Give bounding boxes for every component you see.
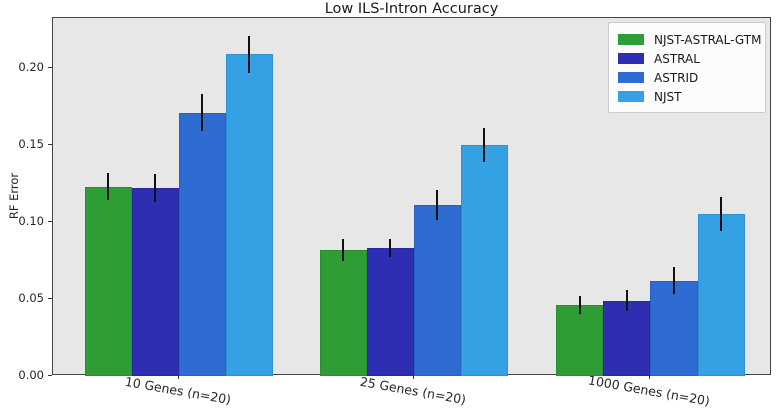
bar [84,186,132,376]
legend-item: NJST-ASTRAL-GTM [618,30,761,49]
bar [413,205,461,376]
y-axis-label: RF Error [7,172,21,220]
y-tick-label: 0.10 [18,214,44,229]
y-tick-label: 0.15 [18,137,44,152]
bar [131,188,179,376]
bar [603,300,651,376]
x-tick-mark [649,375,651,379]
legend-swatch [618,34,644,45]
bar [178,112,226,376]
chart-title: Low ILS-Intron Accuracy [324,1,499,17]
bar [366,248,414,376]
legend-swatch [618,91,644,102]
legend-label: NJST [654,89,682,104]
y-tick-label: 0.20 [18,60,44,75]
bar [556,305,604,376]
error-bar [625,289,628,312]
bar [460,145,508,376]
y-tick-mark [48,67,52,69]
error-bar [483,128,486,162]
y-tick-mark [48,221,52,223]
error-bar [578,295,581,315]
error-bar [436,189,439,221]
bar [225,54,273,376]
error-bar [720,197,723,232]
y-tick-mark [48,298,52,299]
error-bar [154,174,157,202]
legend-item: ASTRID [618,68,756,87]
y-tick-label: 0.05 [18,291,44,305]
legend-label: ASTRAL [654,51,700,66]
error-bar [389,238,392,258]
bar [319,249,367,376]
x-tick-mark [177,375,179,379]
error-bar [248,35,251,73]
bar [650,280,698,376]
y-tick-mark [48,375,52,376]
error-bar [107,172,110,201]
bar [697,214,745,376]
error-bar [201,94,204,132]
y-tick-label: 0.00 [18,368,44,382]
legend-swatch [618,53,644,64]
legend-item: ASTRAL [618,49,756,68]
error-bar [342,238,345,261]
legend-item: NJST [618,87,756,106]
error-bar [673,266,675,295]
legend-label: NJST-ASTRAL-GTM [654,32,762,47]
y-tick-mark [48,144,52,146]
legend-label: ASTRID [654,70,699,85]
legend: NJST-ASTRAL-GTM ASTRAL ASTRID NJST [608,22,766,113]
x-tick-mark [412,375,414,379]
legend-swatch [618,72,644,83]
